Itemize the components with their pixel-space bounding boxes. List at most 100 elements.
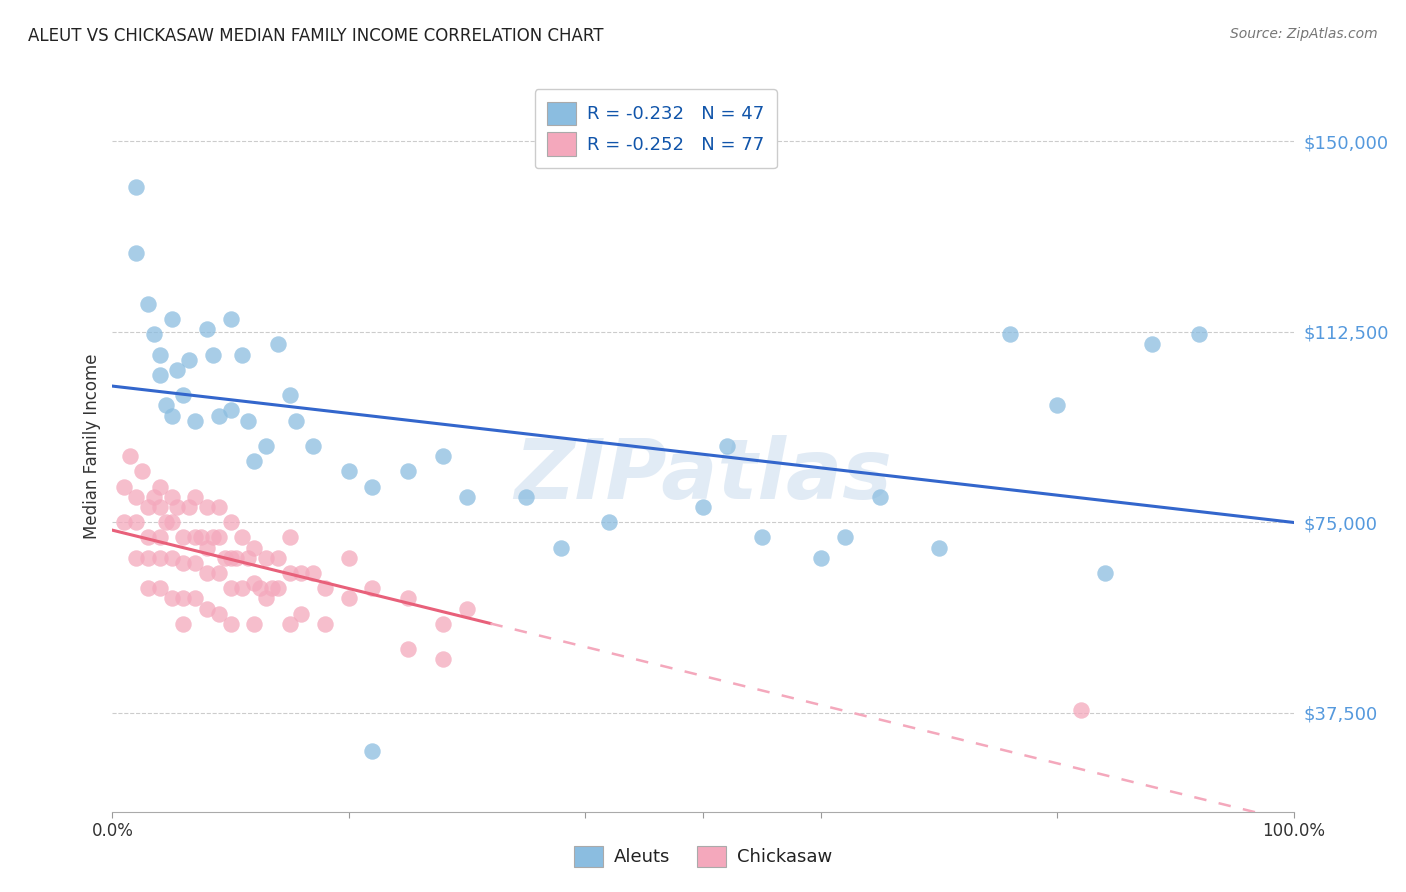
Point: [834, 530, 856, 544]
Point: [254, 439, 277, 453]
Point: [166, 363, 188, 377]
Point: [302, 439, 325, 453]
Point: [112, 515, 135, 529]
Point: [195, 566, 218, 580]
Point: [1046, 398, 1069, 412]
Point: [149, 480, 172, 494]
Point: [278, 530, 301, 544]
Point: [149, 368, 172, 382]
Point: [184, 530, 207, 544]
Point: [149, 500, 172, 514]
Point: [337, 464, 360, 478]
Point: [195, 601, 218, 615]
Point: [184, 556, 207, 570]
Point: [278, 616, 301, 631]
Point: [751, 530, 773, 544]
Point: [254, 591, 277, 606]
Legend: R = -0.232   N = 47, R = -0.252   N = 77: R = -0.232 N = 47, R = -0.252 N = 77: [534, 89, 778, 169]
Point: [432, 616, 454, 631]
Point: [361, 581, 384, 595]
Point: [160, 515, 183, 529]
Point: [302, 566, 325, 580]
Point: [238, 414, 260, 428]
Point: [208, 500, 231, 514]
Point: [160, 490, 183, 504]
Point: [231, 347, 253, 362]
Point: [195, 322, 218, 336]
Point: [142, 327, 165, 342]
Point: [201, 347, 224, 362]
Point: [396, 591, 419, 606]
Point: [190, 530, 212, 544]
Point: [125, 515, 148, 529]
Point: [361, 480, 384, 494]
Point: [125, 246, 148, 260]
Point: [184, 414, 207, 428]
Point: [456, 490, 478, 504]
Point: [179, 352, 201, 367]
Point: [184, 490, 207, 504]
Point: [290, 566, 312, 580]
Point: [201, 530, 224, 544]
Point: [136, 530, 159, 544]
Point: [692, 500, 714, 514]
Point: [219, 403, 242, 417]
Point: [254, 550, 277, 565]
Point: [136, 297, 159, 311]
Point: [136, 500, 159, 514]
Point: [314, 581, 336, 595]
Point: [267, 337, 290, 351]
Point: [260, 581, 283, 595]
Point: [337, 591, 360, 606]
Point: [238, 550, 260, 565]
Point: [314, 616, 336, 631]
Point: [160, 409, 183, 423]
Point: [195, 500, 218, 514]
Point: [231, 530, 253, 544]
Point: [136, 581, 159, 595]
Point: [396, 642, 419, 657]
Point: [172, 530, 194, 544]
Point: [284, 414, 307, 428]
Point: [219, 550, 242, 565]
Point: [208, 607, 231, 621]
Point: [172, 388, 194, 402]
Point: [231, 581, 253, 595]
Point: [149, 581, 172, 595]
Point: [928, 541, 950, 555]
Point: [869, 490, 891, 504]
Point: [432, 652, 454, 666]
Point: [208, 566, 231, 580]
Point: [243, 576, 266, 591]
Point: [243, 616, 266, 631]
Point: [432, 449, 454, 463]
Point: [160, 550, 183, 565]
Point: [160, 591, 183, 606]
Point: [125, 490, 148, 504]
Point: [184, 591, 207, 606]
Point: [1070, 703, 1092, 717]
Point: [278, 566, 301, 580]
Point: [172, 616, 194, 631]
Point: [1188, 327, 1211, 342]
Point: [208, 530, 231, 544]
Point: [172, 556, 194, 570]
Point: [120, 449, 142, 463]
Text: Source: ZipAtlas.com: Source: ZipAtlas.com: [1230, 27, 1378, 41]
Point: [149, 530, 172, 544]
Point: [149, 550, 172, 565]
Point: [214, 550, 236, 565]
Text: ZIPatlas: ZIPatlas: [515, 434, 891, 516]
Point: [456, 601, 478, 615]
Y-axis label: Median Family Income: Median Family Income: [83, 353, 101, 539]
Point: [155, 515, 177, 529]
Point: [219, 581, 242, 595]
Point: [195, 541, 218, 555]
Point: [179, 500, 201, 514]
Point: [249, 581, 271, 595]
Point: [267, 581, 290, 595]
Point: [219, 312, 242, 326]
Point: [267, 550, 290, 565]
Point: [208, 409, 231, 423]
Point: [225, 550, 247, 565]
